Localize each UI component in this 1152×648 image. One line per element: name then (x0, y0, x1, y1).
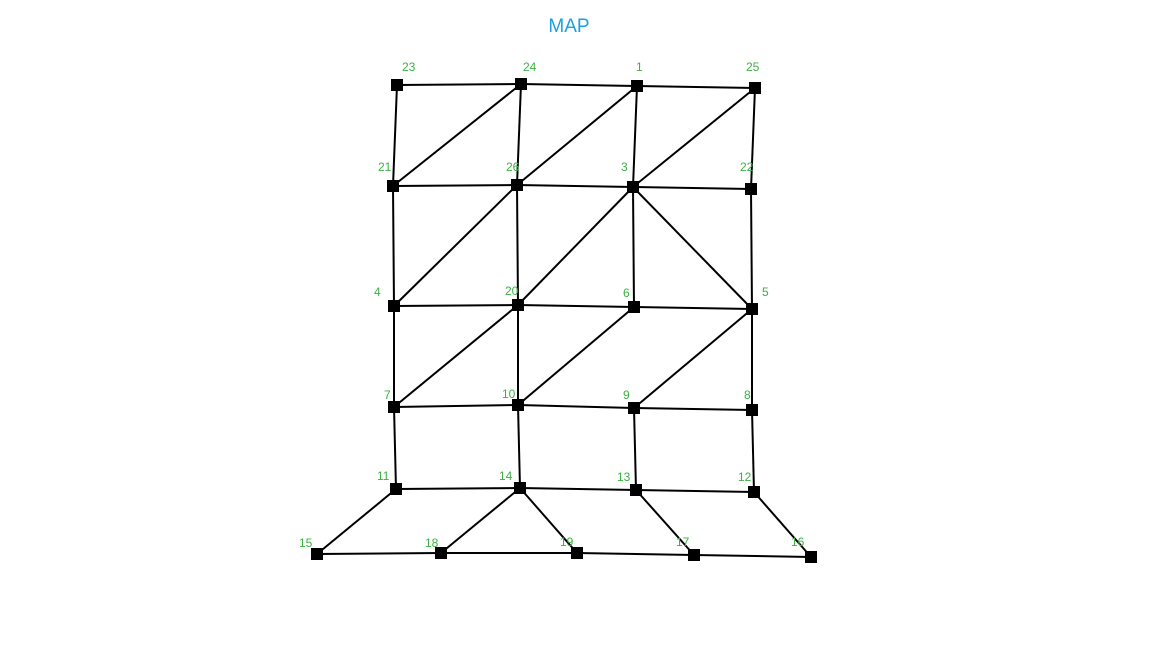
edge-3-5 (632, 186, 753, 310)
node-8 (746, 404, 758, 416)
node-16 (805, 551, 817, 563)
edge-11-15 (316, 488, 397, 555)
edge-26-20 (516, 184, 519, 306)
node-label-25: 25 (746, 60, 760, 74)
node-label-12: 12 (738, 470, 752, 484)
node-7 (388, 401, 400, 413)
node-13 (630, 484, 642, 496)
edge-7-11 (393, 406, 397, 490)
edge-13-17 (635, 489, 695, 556)
edge-19-17 (576, 552, 695, 556)
node-label-17: 17 (676, 535, 690, 549)
node-26 (511, 179, 523, 191)
node-23 (391, 79, 403, 91)
node-label-21: 21 (378, 160, 392, 174)
edge-23-21 (392, 84, 398, 187)
edge-13-12 (635, 489, 755, 493)
node-9 (628, 402, 640, 414)
node-label-23: 23 (402, 60, 416, 74)
node-label-4: 4 (374, 285, 381, 299)
edge-10-6 (517, 306, 635, 406)
node-label-24: 24 (523, 60, 537, 74)
edge-26-3 (516, 184, 634, 188)
edge-14-19 (519, 487, 578, 554)
node-10 (512, 399, 524, 411)
node-1 (631, 80, 643, 92)
edge-4-20 (393, 304, 519, 307)
edge-25-22 (750, 87, 756, 190)
edge-24-26 (516, 83, 522, 186)
edge-26-1 (516, 85, 638, 186)
node-12 (748, 486, 760, 498)
edge-12-16 (753, 491, 812, 558)
edge-14-13 (519, 487, 637, 491)
edge-3-25 (632, 87, 756, 188)
node-label-18: 18 (425, 536, 439, 550)
node-label-13: 13 (617, 470, 631, 484)
node-label-14: 14 (499, 469, 513, 483)
edge-7-10 (393, 404, 519, 408)
node-18 (435, 547, 447, 559)
node-20 (512, 299, 524, 311)
edge-20-3 (517, 186, 634, 306)
edge-17-16 (693, 554, 812, 558)
edge-11-14 (395, 487, 521, 490)
node-label-16: 16 (791, 535, 805, 549)
node-label-5: 5 (762, 285, 769, 299)
node-label-11: 11 (377, 469, 390, 483)
node-label-19: 19 (560, 535, 574, 549)
edge-24-1 (520, 83, 638, 87)
edge-23-24 (396, 83, 522, 86)
node-label-15: 15 (299, 536, 313, 550)
node-6 (628, 301, 640, 313)
node-label-8: 8 (744, 388, 751, 402)
node-label-26: 26 (506, 160, 520, 174)
edge-22-5 (750, 188, 753, 310)
map-title: MAP (548, 16, 590, 37)
node-21 (387, 180, 399, 192)
node-label-7: 7 (384, 388, 391, 402)
edge-1-25 (636, 85, 756, 89)
edge-3-22 (632, 186, 752, 190)
node-label-6: 6 (623, 286, 630, 300)
node-19 (571, 547, 583, 559)
edge-10-14 (517, 404, 521, 489)
edge-6-5 (633, 306, 753, 310)
edge-21-24 (392, 83, 522, 187)
node-label-3: 3 (621, 160, 628, 174)
edge-7-20 (393, 304, 519, 408)
edge-21-26 (392, 184, 518, 187)
edge-10-9 (517, 404, 635, 409)
node-5 (746, 303, 758, 315)
edge-9-5 (633, 308, 753, 409)
node-4 (388, 300, 400, 312)
edge-4-26 (393, 184, 518, 307)
node-label-1: 1 (636, 60, 643, 74)
edge-8-12 (751, 409, 755, 493)
edge-9-8 (633, 407, 753, 411)
node-15 (311, 548, 323, 560)
node-label-10: 10 (502, 387, 516, 401)
edge-20-6 (517, 304, 635, 308)
edge-3-6 (632, 186, 635, 308)
edge-14-18 (440, 487, 521, 554)
edge-9-13 (633, 407, 637, 491)
node-22 (745, 183, 757, 195)
node-11 (390, 483, 402, 495)
edge-21-4 (392, 185, 395, 307)
node-3 (627, 181, 639, 193)
node-25 (749, 82, 761, 94)
node-14 (514, 482, 526, 494)
edge-1-3 (632, 85, 638, 188)
node-17 (688, 549, 700, 561)
node-label-20: 20 (505, 284, 519, 298)
node-label-9: 9 (623, 388, 630, 402)
edge-15-18 (316, 552, 442, 555)
node-24 (515, 78, 527, 90)
node-label-22: 22 (740, 160, 754, 174)
